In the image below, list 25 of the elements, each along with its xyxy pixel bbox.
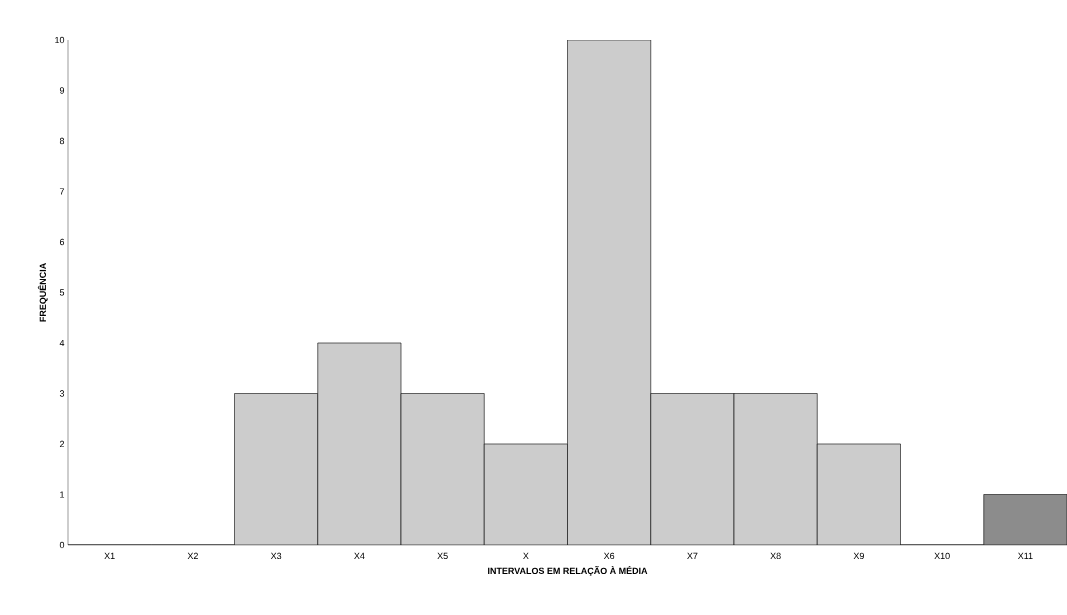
y-tick-label: 6 xyxy=(59,238,65,246)
x-tick-label: X4 xyxy=(354,552,365,559)
x-tick-label: X3 xyxy=(270,552,282,560)
y-axis-title: FREQUÊNCIA xyxy=(37,263,48,322)
x-tick-label: X5 xyxy=(437,552,448,560)
x-tick-label: X11 xyxy=(1017,552,1033,559)
x-axis-title: INTERVALOS EM RELAÇÃO À MÉDIA xyxy=(488,565,648,576)
x-tick-label: X6 xyxy=(603,552,615,560)
y-tick-label: 7 xyxy=(59,188,65,195)
y-tick-label: 4 xyxy=(59,339,65,347)
y-tick-label: 1 xyxy=(60,491,65,498)
x-tick-label: X9 xyxy=(853,552,864,560)
x-tick-label: X10 xyxy=(934,552,950,560)
y-tick-label: 3 xyxy=(59,390,65,397)
x-tick-label: X8 xyxy=(770,552,781,560)
y-tick-label: 10 xyxy=(55,36,65,44)
y-tick-label: 0 xyxy=(59,541,65,549)
x-tick-label: X2 xyxy=(187,552,198,560)
y-tick-label: 8 xyxy=(59,137,65,145)
y-tick-label: 5 xyxy=(59,289,65,296)
x-tick-label: X1 xyxy=(104,552,115,559)
x-tick-label: X xyxy=(523,552,529,559)
y-tick-label: 2 xyxy=(59,440,65,448)
x-tick-label: X7 xyxy=(687,552,698,559)
y-tick-label: 9 xyxy=(59,87,65,94)
